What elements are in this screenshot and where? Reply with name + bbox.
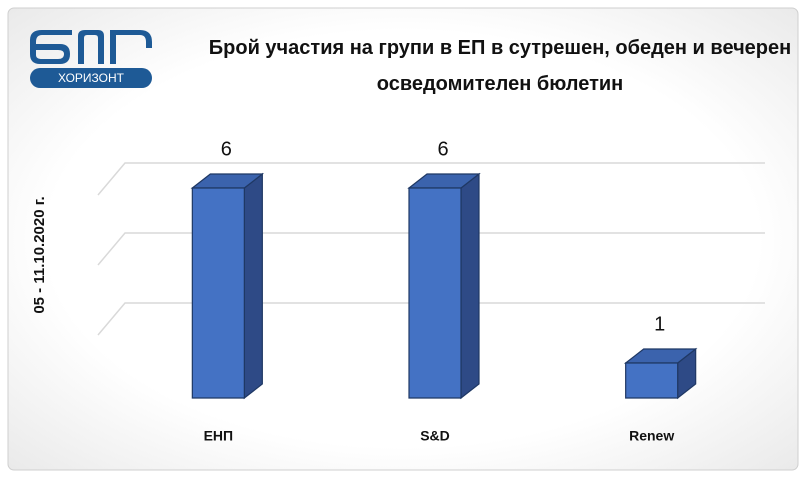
- logo-text: ХОРИЗОНТ: [58, 71, 125, 85]
- value-label: 1: [654, 313, 665, 335]
- bar: [407, 172, 481, 400]
- bar-face: [460, 172, 480, 400]
- x-tick-label: ЕНП: [204, 428, 234, 444]
- value-label: 6: [437, 138, 448, 160]
- bar-face: [191, 187, 245, 399]
- bar-face: [625, 362, 679, 399]
- value-label: 6: [221, 138, 232, 160]
- grid-line: [97, 302, 765, 336]
- bar: [623, 347, 698, 400]
- grid-line: [97, 162, 765, 196]
- bar-face: [243, 172, 263, 400]
- x-tick-label: Renew: [629, 428, 674, 444]
- x-tick-label: S&D: [420, 428, 450, 444]
- chart-title: Брой участия на групи в ЕП в сутрешен, о…: [208, 37, 792, 95]
- grid-line: [97, 232, 765, 266]
- logo: ХОРИЗОНТ: [30, 30, 152, 88]
- y-axis-label: 05 - 11.10.2020 г.: [31, 196, 48, 313]
- bar-face: [408, 187, 462, 399]
- bar: [190, 172, 265, 400]
